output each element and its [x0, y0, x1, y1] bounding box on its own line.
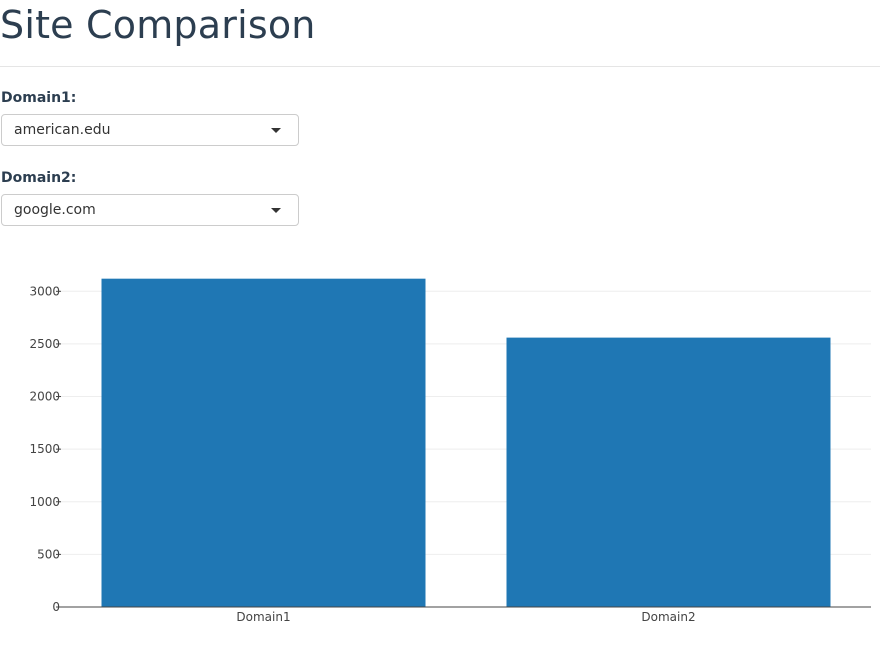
- y-tick-label: 1000: [29, 495, 60, 509]
- x-tick-label: Domain2: [641, 610, 695, 624]
- page-title: Site Comparison: [0, 3, 316, 47]
- domain1-label: Domain1:: [1, 90, 77, 106]
- bar-chart: 0 500 1000 1500 2000 2500 3000 Domain1 Domain2: [29, 278, 871, 624]
- bar-domain2: [506, 337, 831, 607]
- y-tick-label: 0: [52, 600, 60, 614]
- chevron-down-icon[interactable]: [271, 208, 281, 213]
- y-tick-label: 3000: [29, 284, 60, 298]
- y-tick-label: 2500: [29, 337, 60, 351]
- domain2-select-value: google.com: [14, 202, 96, 218]
- y-tick-label: 500: [37, 547, 60, 561]
- domain2-label: Domain2:: [1, 170, 77, 186]
- bar-domain1: [101, 278, 426, 607]
- domain1-select-value: american.edu: [14, 122, 111, 138]
- title-divider: [0, 66, 880, 67]
- domain1-select[interactable]: american.edu: [1, 114, 299, 146]
- chevron-down-icon[interactable]: [271, 128, 281, 133]
- x-tick-label: Domain1: [236, 610, 290, 624]
- domain2-select[interactable]: google.com: [1, 194, 299, 226]
- y-tick-label: 1500: [29, 442, 60, 456]
- y-tick-label: 2000: [29, 390, 60, 404]
